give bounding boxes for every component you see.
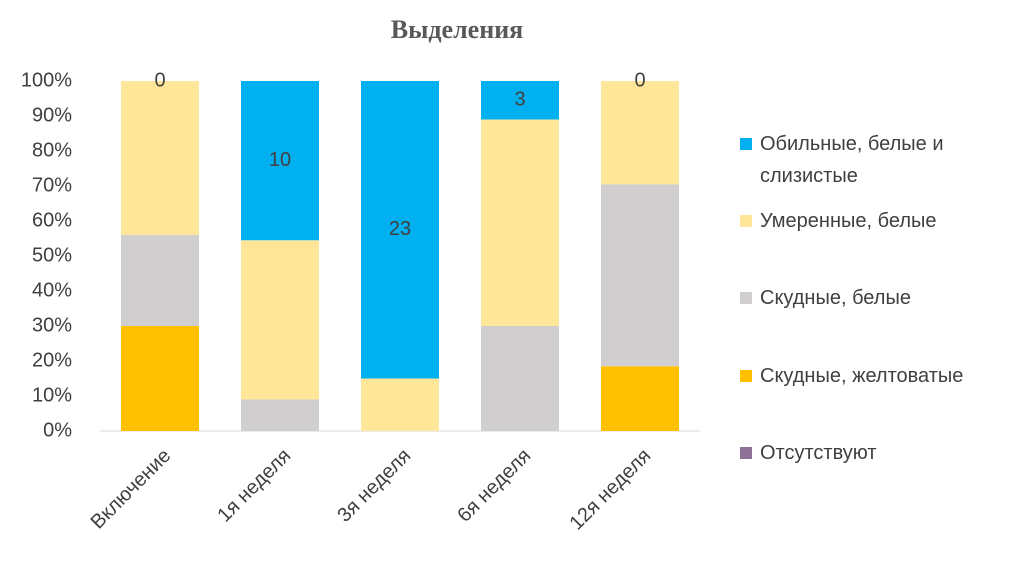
data-label: 10 [269,149,291,171]
x-tick-label: 12я неделя [565,445,655,535]
y-tick-label: 100% [21,69,72,91]
bar-segment [601,81,679,185]
legend-label: Умеренные, белые [760,210,937,232]
y-tick-label: 90% [32,104,72,126]
y-tick-label: 10% [32,384,72,406]
data-label: 3 [514,89,525,111]
y-tick-label: 0% [43,419,72,441]
bar-segment [241,240,319,400]
bar-segment [601,366,679,431]
y-tick-label: 50% [32,244,72,266]
y-tick-label: 40% [32,279,72,301]
legend-swatch [740,292,752,304]
legend-label: Скудные, белые [760,287,911,309]
x-tick-label: Включение [87,445,176,534]
legend-item: Умеренные, белые [740,205,1012,237]
bar-segment [481,81,559,120]
bar-segment [481,326,559,431]
bar-segment [121,81,199,235]
x-tick-label: 6я неделя [453,445,535,527]
chart-title: Выделения [391,15,524,44]
legend-item: Отсутствуют [740,437,1012,469]
legend-swatch [740,447,752,459]
y-tick-label: 80% [32,139,72,161]
x-tick-label: 3я неделя [333,445,415,527]
x-tick-label: 1я неделя [213,445,295,527]
bar-segment [241,81,319,241]
y-tick-label: 30% [32,314,72,336]
legend-label: Отсутствуют [760,442,877,464]
legend-label: Обильные, белые и слизистые [760,133,944,187]
legend-item: Обильные, белые и слизистые [740,128,1012,192]
legend-swatch [740,370,752,382]
bar-segment [361,81,439,379]
bar-segment [361,378,439,431]
legend-label: Скудные, желтоватые [760,365,964,387]
data-label: 0 [154,69,165,91]
bar-segment [481,119,559,326]
y-tick-label: 60% [32,209,72,231]
y-tick-label: 70% [32,174,72,196]
bar-segment [601,184,679,367]
legend-item: Скудные, желтоватые [740,360,1012,392]
data-label: 0 [634,69,645,91]
bar-segment [121,326,199,431]
legend-swatch [740,138,752,150]
bar-segment [241,399,319,431]
legend-item: Скудные, белые [740,282,1012,314]
data-label: 23 [389,218,411,240]
bar-segment [121,235,199,326]
legend-swatch [740,215,752,227]
y-tick-label: 20% [32,349,72,371]
